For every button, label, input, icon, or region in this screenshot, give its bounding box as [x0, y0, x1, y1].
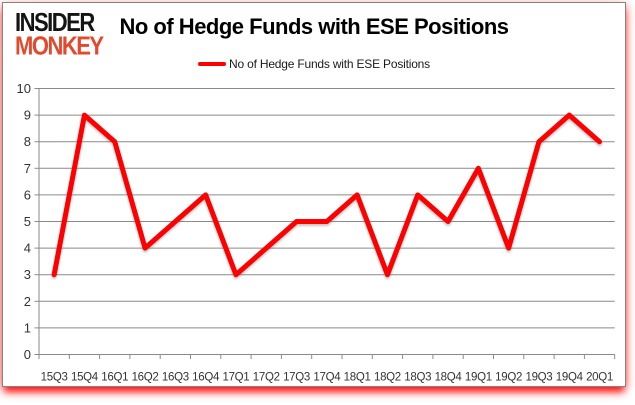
x-axis-tick-label: 19Q2 — [495, 372, 522, 384]
x-axis-tick-label: 17Q4 — [313, 372, 341, 384]
x-axis-tick-label: 20Q1 — [586, 372, 613, 384]
y-axis-tick-label: 2 — [24, 294, 31, 309]
x-axis-tick-label: 19Q1 — [465, 372, 492, 384]
legend: No of Hedge Funds with ESE Positions — [3, 57, 625, 71]
x-axis-tick-label: 18Q4 — [435, 372, 463, 384]
y-axis-tick-label: 8 — [24, 134, 31, 149]
x-axis-tick-label: 15Q3 — [41, 372, 68, 384]
x-axis-tick-label: 16Q4 — [192, 372, 220, 384]
x-axis-tick-label: 19Q3 — [525, 372, 552, 384]
y-axis-tick-label: 9 — [24, 108, 31, 123]
line-chart: 0 1 2 3 4 5 6 7 8 9 10 15Q3 15Q4 16Q1 16Q2 16Q3 16Q4 17Q1… — [17, 81, 616, 384]
chart-frame: INSIDER MONKEY No of Hedge Funds with ES… — [2, 2, 626, 387]
y-axis-tick-label: 0 — [24, 347, 31, 362]
y-axis-tick-label: 7 — [24, 161, 31, 176]
series-line — [51, 112, 603, 278]
x-axis-tick-label: 17Q2 — [253, 372, 280, 384]
y-axis-tick-label: 10 — [17, 81, 31, 96]
legend-label: No of Hedge Funds with ESE Positions — [229, 57, 430, 71]
logo-text-insider: INSIDER — [15, 7, 95, 37]
legend-line-swatch — [198, 62, 227, 66]
y-axis-tick-label: 5 — [24, 214, 31, 229]
y-axis-tick-label: 3 — [24, 267, 31, 282]
x-axis-tick-label: 15Q4 — [71, 372, 99, 384]
x-axis-tick-label: 17Q1 — [222, 372, 249, 384]
x-axis-tick-label: 19Q4 — [556, 372, 584, 384]
chart-title: No of Hedge Funds with ESE Positions — [119, 14, 509, 39]
x-axis-tick-label: 17Q3 — [283, 372, 310, 384]
x-axis-tick-label: 18Q1 — [344, 372, 371, 384]
x-axis-tick-label: 16Q3 — [162, 372, 189, 384]
insider-monkey-logo: INSIDER MONKEY — [15, 7, 104, 61]
x-axis-tick-label: 18Q3 — [404, 372, 431, 384]
x-axis-tick-label: 16Q1 — [101, 372, 128, 384]
y-axis-tick-label: 4 — [24, 241, 31, 256]
y-axis-tick-label: 6 — [24, 187, 31, 202]
x-axis-tick-label: 16Q2 — [132, 372, 159, 384]
logo-text-monkey: MONKEY — [15, 31, 104, 61]
y-axis-tick-label: 1 — [24, 320, 31, 335]
x-axis-tick-label: 18Q2 — [374, 372, 401, 384]
